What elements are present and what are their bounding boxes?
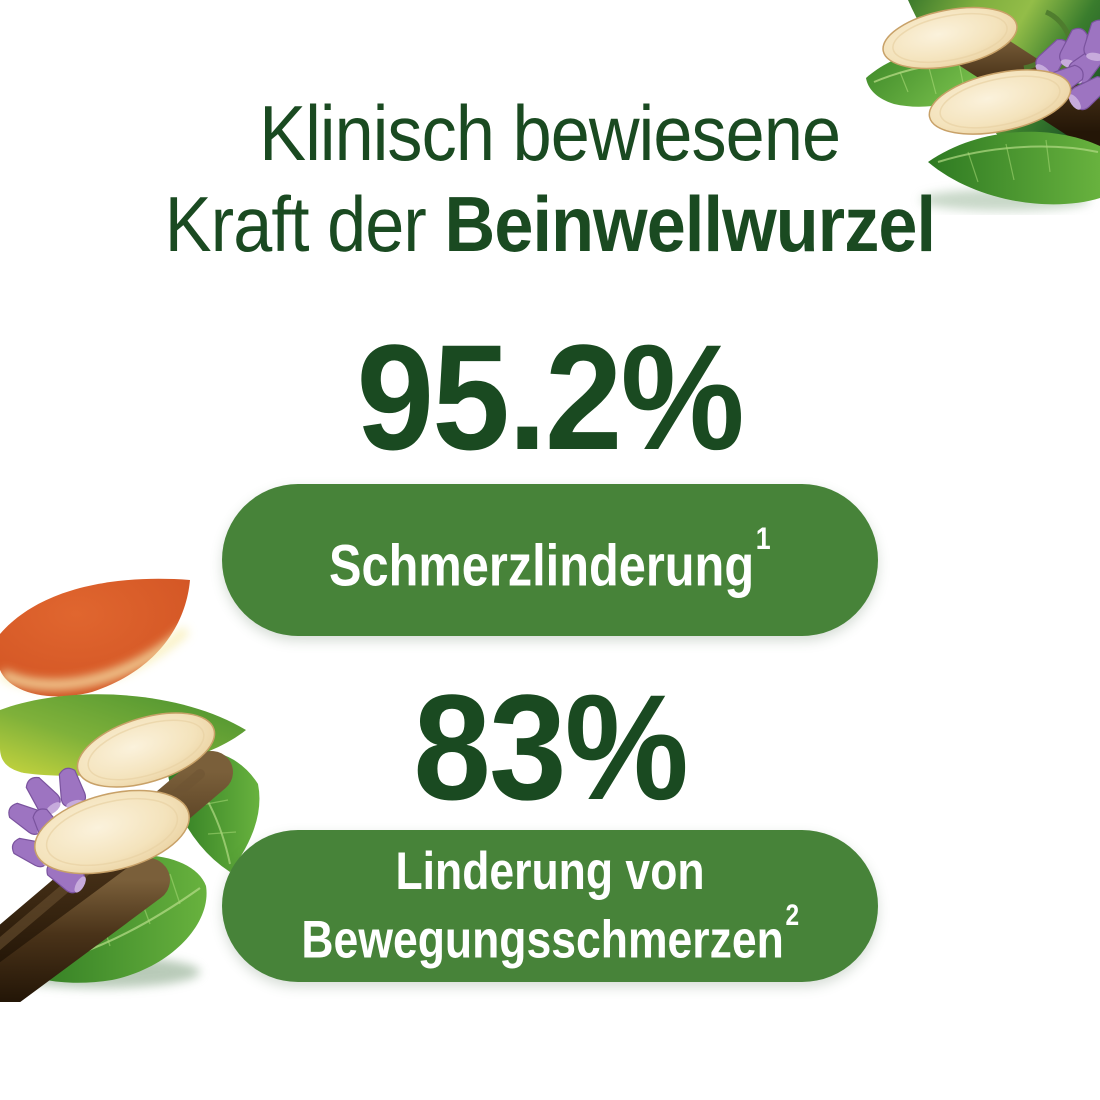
title-line-2-regular: Kraft der [164, 180, 445, 268]
stat2-label-line-2-wrap: Bewegungsschmerzen2 [301, 899, 799, 970]
stat2-label-line-1: Linderung von [395, 842, 705, 902]
stat1-footnote-mark: 1 [755, 519, 771, 556]
comfrey-root-icon [0, 858, 170, 1002]
stat2-value: 83% [0, 672, 1100, 822]
leaf-shadow [0, 956, 200, 988]
stat1-value: 95.2% [0, 322, 1100, 472]
title-line-2: Kraft der Beinwellwurzel [0, 179, 1100, 270]
stat2-pill: Linderung von Bewegungsschmerzen2 [222, 830, 878, 982]
title-line-1: Klinisch bewiesene [0, 88, 1100, 179]
stat1-value-text: 95.2% [356, 313, 745, 481]
comfrey-root-slice-icon [882, 6, 1018, 70]
stat2-value-text: 83% [413, 663, 688, 831]
stat1-label-wrap: Schmerzlinderung1 [329, 519, 771, 599]
comfrey-leaf-icon [15, 855, 207, 983]
stat1-pill: Schmerzlinderung1 [222, 484, 878, 636]
stat1-label: Schmerzlinderung [329, 533, 755, 599]
title-line-1-text: Klinisch bewiesene [259, 89, 842, 177]
title-line-2-bold: Beinwellwurzel [444, 180, 937, 268]
stat2-label-line-2: Bewegungsschmerzen [301, 910, 784, 970]
stat2-footnote-mark: 2 [785, 899, 799, 932]
page-title: Klinisch bewiesene Kraft der Beinwellwur… [0, 88, 1100, 270]
